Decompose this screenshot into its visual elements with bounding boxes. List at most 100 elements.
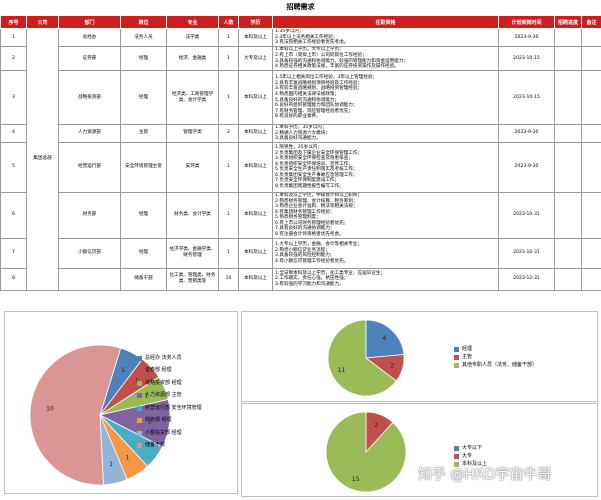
cell-edu: 本科及以上 xyxy=(238,70,273,125)
legend-swatch xyxy=(137,393,142,399)
cell-dept: 小额信贷部 xyxy=(58,237,121,269)
cell-date: 2023-10-31 xyxy=(498,237,555,269)
col-dept: 部门 xyxy=(58,15,121,29)
legend-swatch xyxy=(137,355,142,361)
legend-item: 总经办 法务人员 xyxy=(137,352,202,365)
cell-no: 6 xyxy=(0,191,27,239)
pie-slice xyxy=(365,319,405,359)
legend-item: 经理 xyxy=(454,345,537,353)
legend-item: 大专 xyxy=(454,452,487,460)
cell-dept: 战略投资部 xyxy=(58,70,121,125)
col-requirements: 任职资格 xyxy=(272,15,499,29)
legend-swatch xyxy=(454,362,459,368)
col-progress: 招聘进度 xyxy=(554,15,582,29)
cell-edu: 本科及以上 xyxy=(238,267,273,291)
legend-swatch xyxy=(454,445,459,451)
cell-position: 储备干部 xyxy=(120,267,167,291)
legend-label: 人力资源部 主管 xyxy=(145,392,182,399)
table-row: 2 证券部 经理 经济、金融类 1 大专及以上 1.本科以上学历，大专以上学历； 2.有上市… xyxy=(0,46,601,71)
cell-position: 主管 xyxy=(120,124,167,143)
legend-label: 储备干部 xyxy=(145,442,166,449)
legend-item: 主管 xyxy=(454,353,537,361)
legend-swatch xyxy=(454,346,459,352)
cell-progress xyxy=(554,28,582,47)
legend-label: 小额信贷部 经理 xyxy=(145,429,182,436)
legend-item: 小额信贷部 经理 xyxy=(137,427,202,440)
legend-label: 证券部 经理 xyxy=(145,367,172,374)
pie-data-label: 11 xyxy=(338,367,346,374)
cell-requirements: 1.5年以上相关岗位工作经验，3年以上管理经验； 2.具有丰富战略规划项目经验及… xyxy=(272,70,499,125)
legend-label: 大专 xyxy=(462,452,473,459)
cell-position: 经理 xyxy=(120,70,167,125)
pie-data-label: 4 xyxy=(383,335,387,342)
legend-swatch xyxy=(137,368,142,374)
legend-swatch xyxy=(137,405,142,411)
legend-swatch xyxy=(137,443,142,449)
pie-data-label: 2 xyxy=(374,422,378,429)
legend-item: 大专以下 xyxy=(454,444,487,452)
col-count: 人数 xyxy=(218,15,239,29)
cell-count: 1 xyxy=(218,70,239,125)
chart-level-pie[interactable]: 4 2 11 经理 主管 其他专职人员（法务、储备干部） xyxy=(241,311,598,402)
table-row: 1 集团总部 总经办 法务人员 法学类 1 本科及以上 1.35岁以内； 2.3年以上法务相关… xyxy=(0,28,601,291)
cell-dept: 总经办 xyxy=(58,28,121,47)
cell-no: 2 xyxy=(0,46,27,71)
table-row: 5 经营运行部 安全环境管理主管 安环类 1 本科及以上 1.限男性，35岁以内； 2.负责… xyxy=(0,141,601,193)
cell-edu: 本科及以上 xyxy=(238,191,273,239)
cell-major: 经济、金融类 xyxy=(166,46,219,71)
table-row: 4 人力资源部 主管 管理学类 2 本科及以上 1.本科学历，35岁以内； 2.精通人力资源… xyxy=(0,124,601,143)
legend-label: 经营运行部 安全环境管理 xyxy=(145,404,202,411)
legend-item: 其他专职人员（法务、储备干部） xyxy=(454,361,537,369)
cell-major: 经济类、工商管理学类、会计学类 xyxy=(166,70,219,125)
cell-no: 5 xyxy=(0,141,27,193)
cell-edu: 大专及以上 xyxy=(238,46,273,71)
cell-no: 1 xyxy=(0,28,27,47)
pie-slice xyxy=(327,319,397,397)
col-major: 专业 xyxy=(166,15,219,29)
cell-notes xyxy=(581,141,601,193)
legend-label: 总经办 法务人员 xyxy=(145,354,182,361)
col-position: 岗位 xyxy=(120,15,167,29)
pie-data-label: 1 xyxy=(125,454,129,461)
col-date: 计划到岗时间 xyxy=(498,15,555,29)
cell-no: 7 xyxy=(0,237,27,269)
pie-slice xyxy=(29,344,122,486)
cell-count: 2 xyxy=(218,124,239,143)
table-row: 3 战略投资部 经理 经济类、工商管理学类、会计学类 1 本科及以上 1.5年以上相关岗位工… xyxy=(0,70,601,125)
legend-label: 其他专职人员（法务、储备干部） xyxy=(462,361,538,368)
legend-label: 大专以下 xyxy=(462,444,483,451)
cell-major: 安环类 xyxy=(166,141,219,193)
legend-swatch xyxy=(137,430,142,436)
level-legend: 经理 主管 其他专职人员（法务、储备干部） xyxy=(454,345,537,369)
cell-date: 2023-10-15 xyxy=(498,46,555,71)
cell-progress xyxy=(554,237,582,269)
cell-requirements: 1.本科及以上学历，中级会计师以上职称； 2.熟悉财务管理、会计核算、税务筹划；… xyxy=(272,191,499,239)
legend-label: 本科及以上 xyxy=(462,460,488,467)
cell-edu: 本科及以上 xyxy=(238,141,273,193)
cell-position: 法务人员 xyxy=(120,28,167,47)
pie-data-label: 1 xyxy=(145,392,149,399)
cell-dept: 财务部 xyxy=(58,191,121,239)
cell-count: 1 xyxy=(218,28,239,47)
recruitment-table: 序号 公司 部门 岗位 专业 人数 学历 任职资格 计划到岗时间 招聘进度 备注… xyxy=(0,15,601,291)
chart-education-pie[interactable]: 2 15 大专以下 大专 本科及以上 xyxy=(241,403,598,497)
cell-major: 管理学类 xyxy=(166,124,219,143)
cell-no: 4 xyxy=(0,124,27,143)
pie-data-label: 2 xyxy=(390,362,394,369)
cell-no: 8 xyxy=(0,267,27,291)
cell-edu: 本科及以上 xyxy=(238,237,273,269)
cell-position: 经理 xyxy=(120,237,167,269)
pie-slice xyxy=(325,411,407,493)
cell-requirements: 1.限男性，35岁以内； 2.负责集团及下属企业安全环保管理工作； 3.负责组织… xyxy=(272,141,499,193)
education-legend: 大专以下 大专 本科及以上 xyxy=(454,444,487,468)
positions-pie-svg: 111211110 xyxy=(29,344,171,486)
col-company: 公司 xyxy=(26,15,59,29)
pie-data-label: 2 xyxy=(148,418,152,425)
table-row: 7 小额信贷部 经理 经济学类、金融学类、财务管理 1 本科及以上 1.大专以上学历，金融、… xyxy=(0,237,601,269)
level-pie-svg: 4 2 11 xyxy=(327,319,405,397)
cell-progress xyxy=(554,267,582,291)
cell-no: 3 xyxy=(0,70,27,125)
cell-count: 1 xyxy=(218,191,239,239)
cell-requirements: 1.大专以上学历，金融、会计等相关专业； 2.熟悉小额信贷业务流程； 3.具备较… xyxy=(272,237,499,269)
